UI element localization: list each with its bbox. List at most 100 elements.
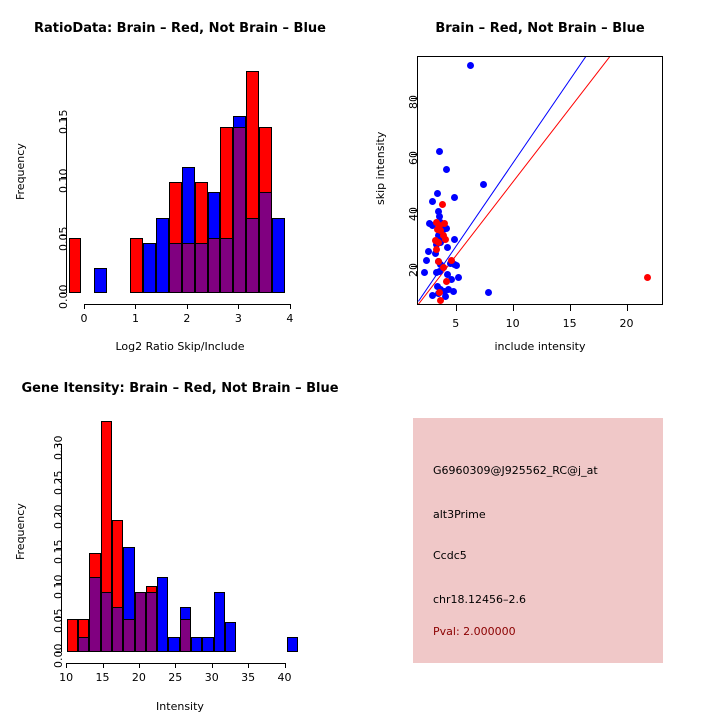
x-tick-label: 1 bbox=[131, 312, 139, 325]
bar-not-brain-blue bbox=[168, 637, 180, 652]
bar-overlap-purple bbox=[179, 619, 191, 652]
scatter-point bbox=[439, 231, 447, 239]
y-tick-label: 0.15 bbox=[57, 109, 70, 135]
x-tick bbox=[66, 663, 68, 668]
y-tick bbox=[56, 652, 61, 653]
info-gene-symbol: Ccdc5 bbox=[433, 549, 467, 562]
scatter-point bbox=[422, 256, 430, 264]
bar-overlap-purple bbox=[100, 592, 112, 652]
x-tick bbox=[284, 663, 286, 668]
scatter-point bbox=[445, 286, 453, 294]
y-tick bbox=[411, 97, 417, 99]
y-tick-label: 80 bbox=[407, 94, 420, 109]
scatter-point bbox=[436, 213, 444, 221]
scatter-point bbox=[454, 273, 462, 281]
y-axis-line bbox=[61, 444, 62, 652]
bar-overlap-purple bbox=[145, 592, 158, 652]
scatter-point bbox=[441, 235, 449, 243]
y-tick-label: 20 bbox=[407, 262, 420, 277]
scatter-point bbox=[443, 165, 451, 173]
y-tick bbox=[56, 548, 61, 550]
bar-overlap-purple bbox=[181, 242, 195, 293]
x-tick bbox=[248, 663, 250, 668]
info-panel-background: G6960309@J925562_RC@j_at alt3Prime Ccdc5… bbox=[413, 418, 663, 663]
scatter-point bbox=[441, 293, 449, 301]
y-tick-label: 0.25 bbox=[52, 470, 65, 495]
scatter-point bbox=[449, 287, 457, 295]
scatter-point bbox=[432, 245, 440, 253]
x-tick-label: 30 bbox=[204, 671, 219, 684]
scatter-point bbox=[436, 147, 444, 155]
x-tick-label: 10 bbox=[59, 671, 74, 684]
bar-not-brain-blue bbox=[286, 637, 298, 652]
scatter-point bbox=[643, 273, 651, 281]
bar-brain-red bbox=[66, 619, 79, 652]
scatter-point bbox=[437, 227, 445, 235]
bar-overlap-purple bbox=[78, 637, 90, 652]
scatter-point bbox=[443, 277, 451, 285]
x-tick-label: 40 bbox=[277, 671, 292, 684]
scatter-point bbox=[453, 262, 461, 270]
bar-not-brain-blue bbox=[202, 637, 214, 652]
bar-overlap-purple bbox=[220, 237, 234, 293]
info-locus: chr18.12456–2.6 bbox=[433, 593, 527, 606]
bar-not-brain-blue bbox=[157, 577, 169, 652]
panel-info: G6960309@J925562_RC@j_at alt3Prime Ccdc5… bbox=[360, 360, 720, 720]
y-tick-label: 0.00 bbox=[52, 643, 65, 669]
x-tick-label: 20 bbox=[131, 671, 146, 684]
y-tick bbox=[411, 209, 417, 211]
bar-overlap-purple bbox=[111, 607, 124, 652]
scatter-point bbox=[435, 258, 443, 266]
x-tick-label: 5 bbox=[452, 317, 460, 330]
y-tick bbox=[61, 118, 66, 120]
scatter-point bbox=[431, 249, 439, 257]
bar-overlap-purple bbox=[258, 192, 272, 293]
panel-ratio-histogram: RatioData: Brain – Red, Not Brain – Blue… bbox=[0, 0, 360, 360]
x-tick bbox=[186, 304, 188, 309]
panel-scatter-title: Brain – Red, Not Brain – Blue bbox=[435, 21, 645, 36]
x-tick bbox=[512, 305, 514, 311]
x-tick-label: 15 bbox=[562, 317, 577, 330]
x-tick-label: 4 bbox=[286, 312, 294, 325]
x-tick bbox=[138, 663, 140, 668]
bar-not-brain-blue bbox=[156, 217, 169, 293]
panel-ratio-title: RatioData: Brain – Red, Not Brain – Blue bbox=[34, 21, 326, 36]
x-tick bbox=[84, 304, 85, 309]
y-tick bbox=[61, 176, 66, 178]
y-tick-label: 40 bbox=[407, 206, 420, 221]
bar-overlap-purple bbox=[233, 127, 247, 293]
info-probe-id: G6960309@J925562_RC@j_at bbox=[433, 464, 598, 477]
panel-gene-intensity-histogram: Gene Itensity: Brain – Red, Not Brain – … bbox=[0, 360, 360, 720]
panel-ratio-ylabel: Frequency bbox=[14, 143, 27, 200]
scatter-point bbox=[440, 220, 448, 228]
x-tick-label: 15 bbox=[95, 671, 110, 684]
y-axis-line bbox=[66, 118, 67, 293]
bar-not-brain-blue bbox=[213, 592, 225, 652]
bar-overlap-purple bbox=[168, 242, 182, 293]
x-tick bbox=[211, 663, 213, 668]
scatter-point bbox=[439, 263, 447, 271]
scatter-point bbox=[447, 276, 455, 284]
scatter-point bbox=[443, 224, 451, 232]
x-tick bbox=[289, 304, 291, 309]
scatter-point bbox=[479, 181, 487, 189]
scatter-point bbox=[436, 221, 444, 229]
scatter-frame bbox=[417, 56, 663, 305]
y-tick-label: 0.05 bbox=[52, 608, 65, 634]
panel-ratio-xlabel: Log2 Ratio Skip/Include bbox=[115, 340, 245, 353]
x-tick-label: 20 bbox=[619, 317, 634, 330]
x-tick bbox=[238, 304, 240, 309]
bar-overlap-purple bbox=[246, 217, 259, 293]
info-pval: Pval: 2.000000 bbox=[433, 625, 516, 638]
x-tick bbox=[455, 305, 457, 311]
x-tick bbox=[102, 663, 104, 668]
scatter-point bbox=[434, 189, 441, 197]
scatter-clip bbox=[418, 57, 662, 304]
panel-gene-title: Gene Itensity: Brain – Red, Not Brain – … bbox=[21, 381, 339, 396]
bar-brain-red bbox=[68, 237, 82, 293]
scatter-point bbox=[451, 235, 459, 243]
bar-not-brain-blue bbox=[224, 622, 237, 652]
x-tick-label: 3 bbox=[234, 312, 242, 325]
y-tick bbox=[56, 513, 61, 515]
